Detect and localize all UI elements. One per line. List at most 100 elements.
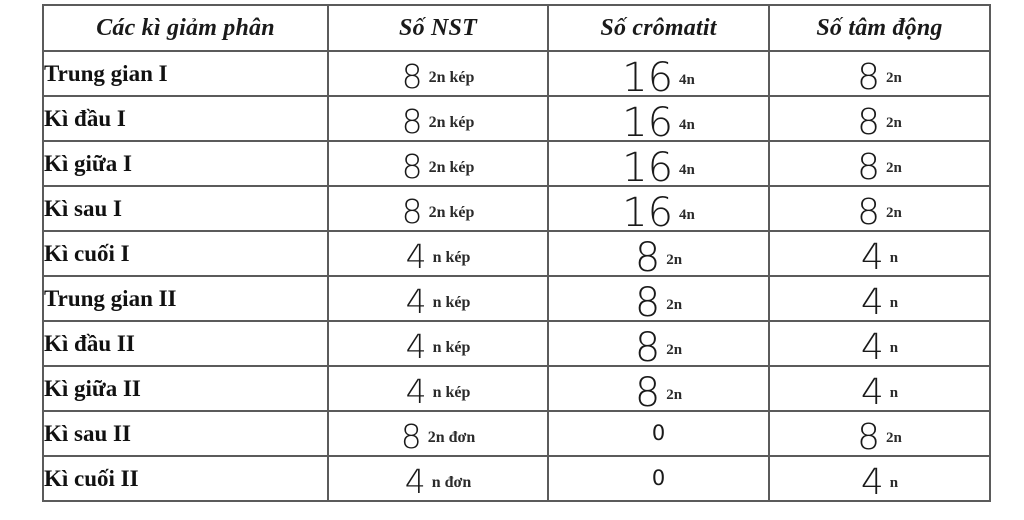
- value-annotation: 4n: [679, 162, 695, 179]
- value-number: 8: [857, 191, 881, 233]
- value-annotation: 2n: [666, 387, 683, 404]
- value-group: 8 2n: [635, 238, 682, 278]
- value-number: 16: [622, 54, 674, 101]
- value-annotation: n kép: [432, 248, 471, 266]
- column-header-phase: Các kì giảm phân: [42, 4, 329, 52]
- cell-chromatid-count: 8 2n: [547, 320, 770, 368]
- value-number: 8: [401, 192, 423, 231]
- meiosis-stages-table: Các kì giảm phân Số NST Số crômatit Số t…: [42, 4, 991, 502]
- value-annotation: 2n: [886, 70, 902, 87]
- cell-centromere-count: 8 2n: [768, 50, 991, 97]
- table-header-row: Các kì giảm phân Số NST Số crômatit Số t…: [42, 4, 991, 52]
- column-header-chromatid-count: Số crômatit: [547, 4, 770, 52]
- value-group: 8 2n: [635, 373, 682, 413]
- value-number: 16: [622, 99, 674, 146]
- value-group: 4 n kép: [406, 330, 471, 363]
- value-number: 8: [857, 416, 881, 458]
- value-number: 4: [860, 281, 884, 323]
- value-number: 8: [400, 417, 422, 456]
- cell-chromosome-count: 8 2n đơn: [327, 410, 549, 457]
- value-number: 0: [651, 421, 666, 445]
- value-group: 16 4n: [622, 103, 695, 143]
- cell-phase-name: Kì sau II: [42, 410, 329, 457]
- value-group: 4 n kép: [406, 375, 471, 408]
- column-header-centromere-count: Số tâm động: [768, 4, 991, 52]
- value-annotation: n kép: [432, 293, 471, 311]
- value-annotation: 4n: [679, 72, 695, 89]
- cell-chromatid-count: 16 4n: [547, 95, 770, 143]
- value-number: 4: [404, 462, 426, 501]
- table-row: Kì sau II 8 2n đơn 0 8 2n: [42, 410, 991, 458]
- table-row: Kì đầu II 4 n kép 8 2n 4 n: [42, 320, 991, 368]
- cell-chromosome-count: 8 2n kép: [327, 95, 549, 142]
- value-annotation: n kép: [432, 338, 471, 356]
- cell-chromatid-count: 16 4n: [547, 185, 770, 233]
- table-row: Kì cuối II 4 n đơn 0 4 n: [42, 455, 991, 503]
- value-group: 8 2n: [857, 149, 902, 186]
- cell-chromosome-count: 8 2n kép: [327, 50, 549, 97]
- value-annotation: 2n kép: [428, 158, 475, 176]
- cell-phase-name: Kì cuối I: [42, 230, 329, 277]
- cell-phase-name: Kì giữa II: [42, 365, 329, 412]
- value-number: 8: [634, 369, 661, 416]
- cell-chromosome-count: 8 2n kép: [327, 140, 549, 187]
- value-annotation: 2n kép: [428, 68, 475, 86]
- value-group: 8 2n kép: [402, 60, 475, 93]
- cell-chromatid-count: 8 2n: [547, 230, 770, 278]
- column-header-chromosome-count: Số NST: [327, 4, 549, 52]
- value-group: 8 2n đơn: [401, 420, 476, 453]
- value-number: 8: [401, 147, 423, 186]
- value-number: 0: [651, 466, 666, 490]
- cell-chromosome-count: 4 n kép: [327, 230, 549, 277]
- value-group: 0: [652, 423, 665, 444]
- value-number: 8: [634, 324, 661, 371]
- table-row: Kì đầu I 8 2n kép 16 4n 8 2n: [42, 95, 991, 143]
- value-group: 8 2n: [635, 328, 682, 368]
- cell-chromatid-count: 16 4n: [547, 50, 770, 98]
- value-annotation: 2n kép: [428, 113, 475, 131]
- value-number: 8: [401, 102, 423, 141]
- cell-chromosome-count: 4 n kép: [327, 275, 549, 322]
- cell-chromosome-count: 8 2n kép: [327, 185, 549, 232]
- table-row: Kì giữa I 8 2n kép 16 4n 8 2n: [42, 140, 991, 188]
- cell-chromatid-count: 8 2n: [547, 275, 770, 323]
- value-group: 8 2n kép: [402, 105, 475, 138]
- value-annotation: 2n: [666, 342, 683, 359]
- value-number: 4: [860, 461, 884, 503]
- table-row: Kì sau I 8 2n kép 16 4n 8 2n: [42, 185, 991, 233]
- value-annotation: 2n kép: [428, 203, 475, 221]
- value-number: 8: [857, 101, 881, 143]
- value-group: 8 2n: [857, 416, 902, 458]
- value-number: 8: [634, 234, 661, 281]
- cell-phase-name: Kì giữa I: [42, 140, 329, 187]
- table-row: Kì giữa II 4 n kép 8 2n 4 n: [42, 365, 991, 413]
- value-annotation: 2n: [886, 115, 902, 132]
- value-annotation: n: [889, 475, 899, 492]
- value-group: 8 2n kép: [402, 195, 475, 228]
- value-number: 8: [401, 57, 423, 96]
- value-number: 4: [860, 371, 884, 413]
- value-annotation: n: [889, 385, 899, 402]
- value-group: 16 4n: [622, 148, 695, 188]
- cell-chromatid-count: 0: [547, 410, 770, 457]
- value-annotation: n: [889, 250, 899, 267]
- cell-chromosome-count: 4 n kép: [327, 320, 549, 367]
- cell-phase-name: Kì đầu II: [42, 320, 329, 367]
- value-group: 8 2n: [857, 59, 902, 96]
- cell-chromosome-count: 4 n kép: [327, 365, 549, 412]
- table-row: Trung gian I 8 2n kép 16 4n 8 2n: [42, 50, 991, 98]
- value-annotation: n: [889, 340, 899, 357]
- value-annotation: 2n: [886, 430, 902, 447]
- value-group: 16 4n: [622, 193, 695, 233]
- value-group: 16 4n: [622, 58, 695, 98]
- value-group: 8 2n: [857, 101, 902, 143]
